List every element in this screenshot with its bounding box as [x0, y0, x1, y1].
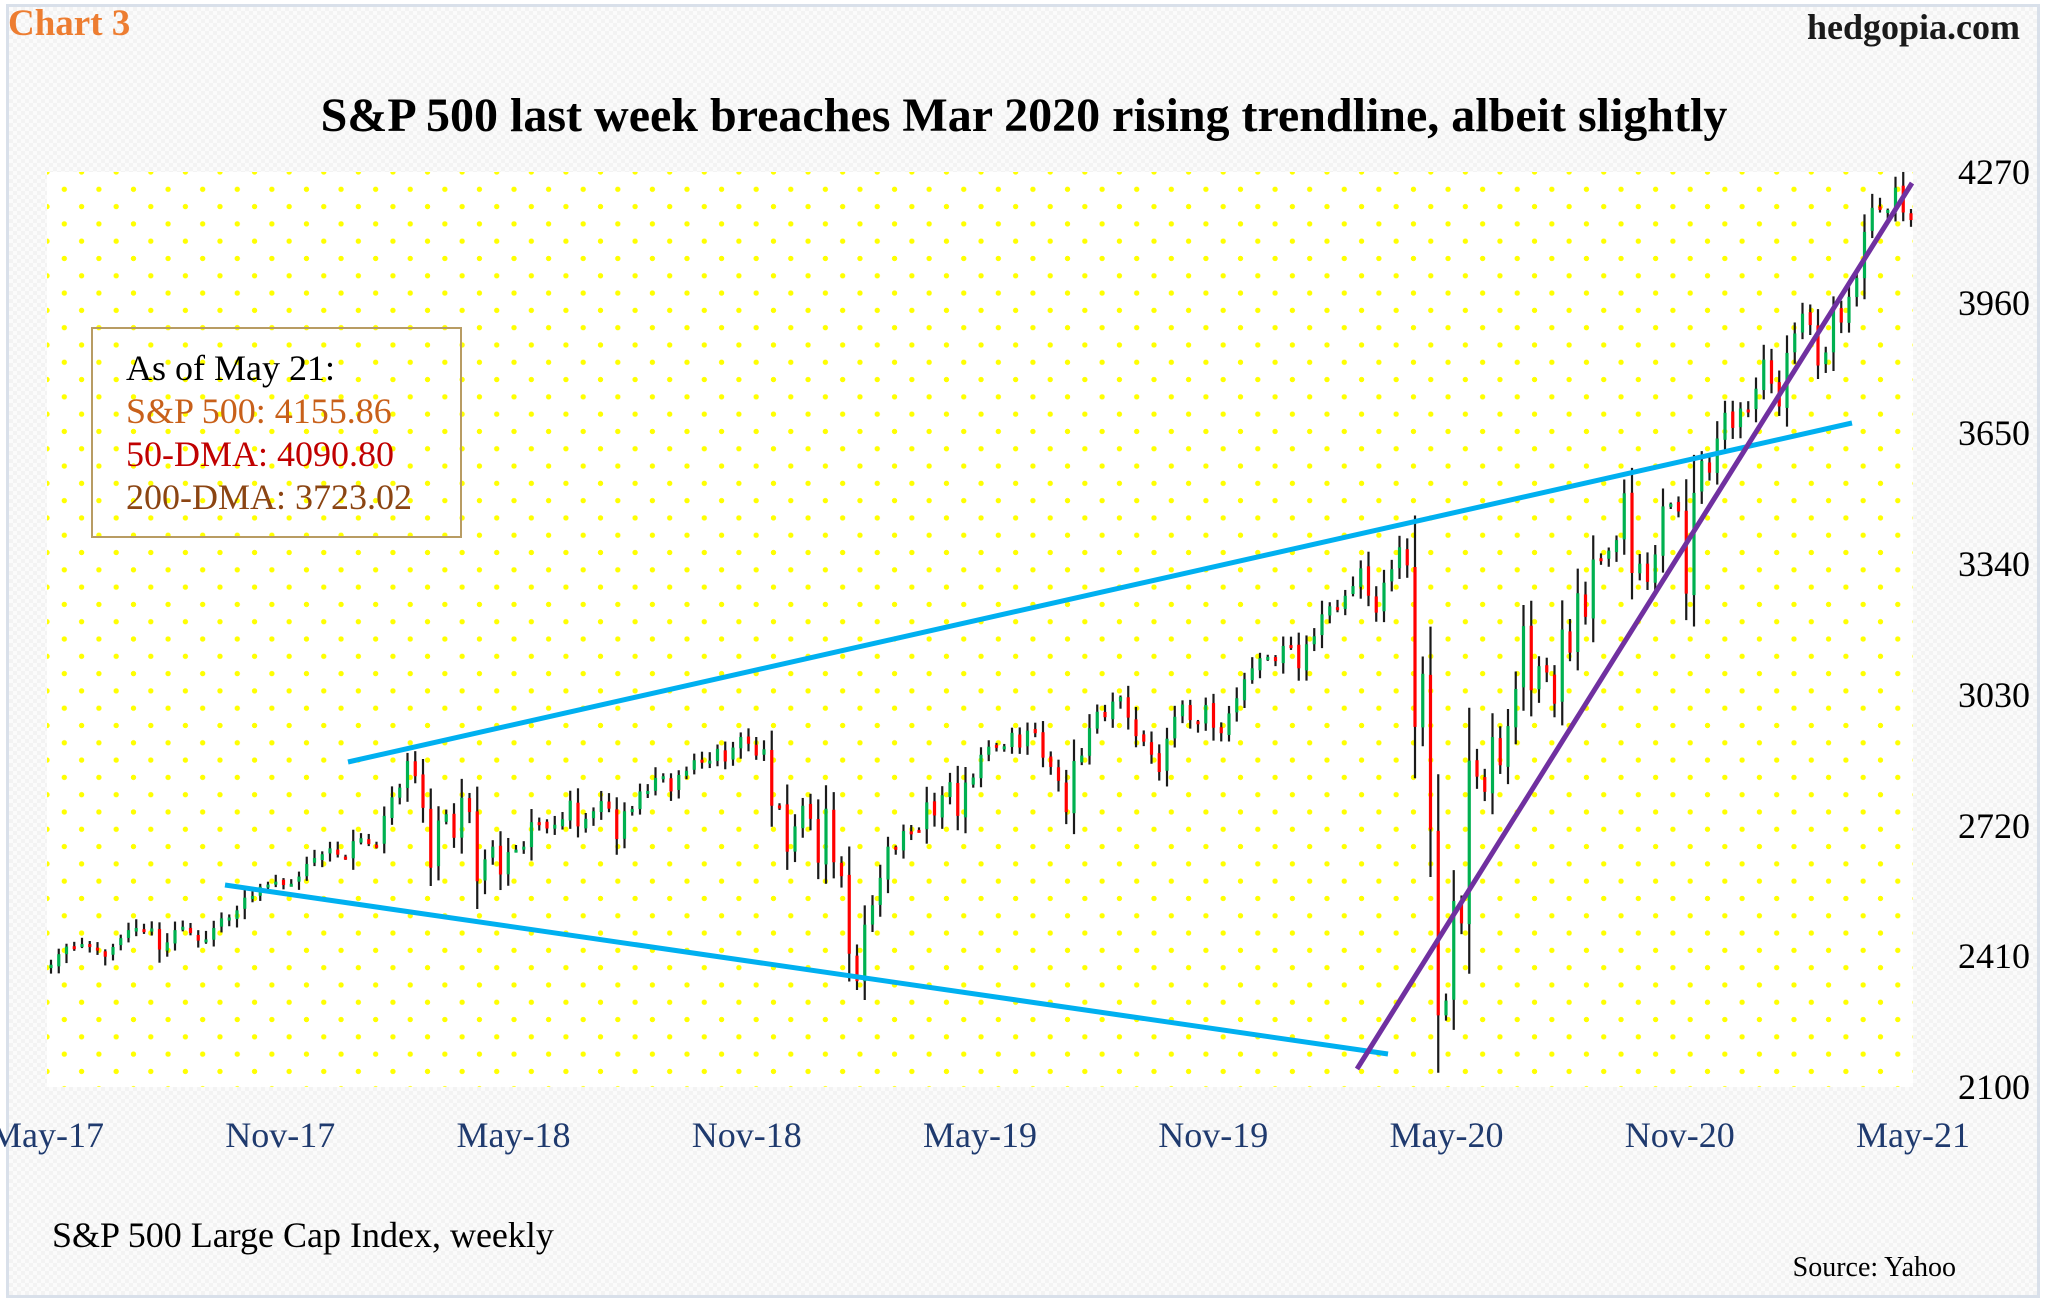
series-description: S&P 500 Large Cap Index, weekly	[52, 1215, 554, 1255]
x-tick-label: May-17	[0, 1115, 104, 1155]
x-tick-label: Nov-20	[1624, 1115, 1735, 1155]
y-tick-label: 3960	[1958, 282, 2030, 323]
upper-blue-trendline	[347, 420, 1853, 765]
brand-watermark: hedgopia.com	[1806, 7, 2020, 47]
source-credit: Source: Yahoo	[1792, 1252, 1956, 1283]
x-tick-label: May-21	[1856, 1115, 1970, 1155]
plot-area	[47, 172, 1913, 1087]
x-tick-label: May-20	[1389, 1115, 1504, 1155]
chart-number-label: Chart 3	[8, 3, 131, 44]
x-tick-label: Nov-18	[691, 1115, 802, 1155]
legend-200dma-value: 200-DMA: 3723.02	[126, 477, 412, 517]
y-tick-label: 4270	[1958, 152, 2030, 192]
legend-box: As of May 21: S&P 500: 4155.86 50-DMA: 4…	[91, 327, 462, 538]
y-tick-label: 3340	[1958, 544, 2030, 585]
ohlc-bars	[49, 171, 1913, 1073]
y-tick-label: 3030	[1958, 674, 2030, 715]
y-tick-label: 2720	[1958, 805, 2030, 846]
x-tick-label: Nov-17	[225, 1115, 336, 1155]
lower-blue-trendline	[224, 882, 1389, 1057]
x-tick-label: May-18	[456, 1115, 571, 1155]
legend-spx-value: S&P 500: 4155.86	[126, 391, 392, 431]
purple-rising-trendline	[1354, 181, 1915, 1071]
y-tick-label: 2100	[1958, 1067, 2030, 1107]
y-tick-label: 3650	[1958, 413, 2030, 454]
y-tick-label: 2410	[1958, 936, 2030, 977]
x-tick-label: Nov-19	[1158, 1115, 1269, 1155]
legend-50dma-value: 50-DMA: 4090.80	[126, 434, 394, 474]
x-tick-label: May-19	[923, 1115, 1037, 1155]
chart-title: S&P 500 last week breaches Mar 2020 risi…	[320, 89, 1728, 142]
legend-as-of: As of May 21:	[126, 348, 335, 388]
